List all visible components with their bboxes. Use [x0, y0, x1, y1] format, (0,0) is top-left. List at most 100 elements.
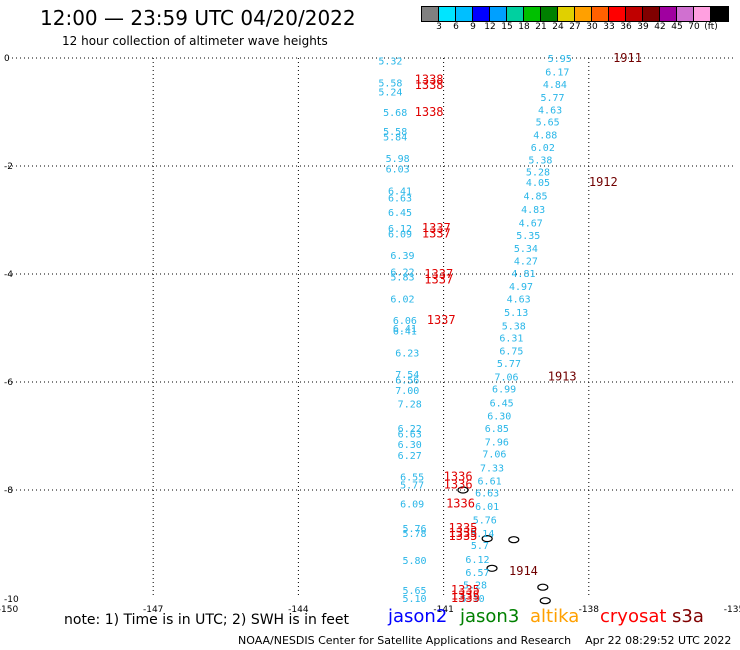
time-label: 1337 — [422, 227, 451, 241]
satellite-label: jason2 — [388, 606, 448, 627]
swh-label: 7.28 — [398, 400, 422, 411]
swh-label: 4.84 — [543, 80, 567, 91]
footer-note: note: 1) Time is in UTC; 2) SWH is in fe… — [64, 612, 350, 628]
swh-label: 5.14 — [470, 529, 494, 540]
island-outline — [486, 564, 498, 572]
swh-label: 6.27 — [398, 451, 422, 462]
swh-label: 5.24 — [378, 87, 402, 98]
x-tick-label: -141 — [433, 605, 453, 615]
swh-label: 5.65 — [536, 118, 560, 129]
swh-label: 6.41 — [393, 324, 417, 335]
swh-label: 7.96 — [485, 437, 509, 448]
colorbar-label: 42 — [654, 22, 666, 32]
colorbar-swatch — [677, 7, 694, 21]
swh-label: 7.06 — [482, 449, 506, 460]
y-tick-label: -6 — [4, 378, 13, 388]
swh-label: 6.39 — [390, 251, 414, 262]
map-subtitle: 12 hour collection of altimeter wave hei… — [62, 34, 328, 48]
time-label: 1338 — [415, 73, 444, 87]
time-label: 1335 — [449, 526, 478, 540]
swh-label: 6.09 — [388, 230, 412, 241]
time-label: 1336 — [444, 470, 473, 484]
swh-label: 6.99 — [492, 384, 516, 395]
colorbar-swatch — [609, 7, 626, 21]
swh-label: 6.63 — [398, 429, 422, 440]
swh-label: 5.13 — [504, 308, 528, 319]
swh-label: 5.28 — [526, 167, 550, 178]
colorbar-label: 9 — [470, 22, 476, 32]
x-tick-label: -138 — [579, 605, 600, 615]
swh-label: 6.02 — [531, 143, 555, 154]
swh-label: 5.58 — [378, 78, 402, 89]
swh-label: 5.77 — [400, 481, 424, 492]
colorbar-label: 27 — [569, 22, 581, 32]
swh-label: 5.7 — [471, 541, 489, 552]
swh-label: 6.17 — [545, 68, 569, 79]
time-label: 1336 — [444, 478, 473, 492]
island-outline — [537, 583, 549, 591]
swh-label: 4.27 — [514, 257, 538, 268]
swh-label: 5.28 — [463, 581, 487, 592]
island-outline — [481, 534, 493, 543]
swh-label: 6.23 — [395, 348, 419, 359]
colorbar-swatch — [694, 7, 711, 21]
swh-label: 6.22 — [390, 267, 414, 278]
swh-label: 4.81 — [511, 269, 535, 280]
swh-label: 5.38 — [528, 156, 552, 167]
swh-label: 4.63 — [507, 294, 531, 305]
swh-label: 5.35 — [516, 231, 540, 242]
colorbar-label: 30 — [586, 22, 598, 32]
swh-label: 5.10 — [461, 594, 485, 605]
swh-label: 5.32 — [378, 57, 402, 68]
x-tick-label: -144 — [288, 605, 309, 615]
colorbar-swatch — [524, 7, 541, 21]
time-label: 1337 — [422, 221, 451, 235]
swh-label: 7.06 — [494, 373, 518, 384]
swh-label: 6.41 — [393, 327, 417, 338]
colorbar-label: 24 — [552, 22, 564, 32]
swh-label: 6.45 — [388, 208, 412, 219]
time-label: 1337 — [424, 272, 453, 286]
swh-label: 5.10 — [403, 594, 427, 605]
time-label: 1337 — [424, 267, 453, 281]
colorbar-swatch — [473, 7, 490, 21]
y-tick-label: 0 — [4, 54, 10, 64]
x-tick-label: -150 — [0, 605, 18, 615]
swh-label: 5.98 — [386, 154, 410, 165]
colorbar-swatch — [558, 7, 575, 21]
colorbar-label: 3 — [436, 22, 442, 32]
swh-label: 5.77 — [497, 359, 521, 370]
swh-label: 5.65 — [403, 586, 427, 597]
swh-label: 4.83 — [521, 205, 545, 216]
swh-label: 4.05 — [526, 178, 550, 189]
x-tick-label: -147 — [143, 605, 163, 615]
swh-label: 6.12 — [465, 555, 489, 566]
island-outline — [508, 536, 520, 544]
island-outline — [539, 597, 551, 605]
colorbar-label: 33 — [603, 22, 615, 32]
colorbar-swatch — [490, 7, 507, 21]
swh-label: 5.34 — [514, 244, 538, 255]
time-label: 1914 — [509, 564, 538, 578]
swh-label: 6.55 — [400, 473, 424, 484]
island-outline — [457, 486, 469, 494]
swh-label: 6.30 — [398, 440, 422, 451]
colorbar-swatch — [626, 7, 643, 21]
swh-label: 5.76 — [403, 524, 427, 535]
swh-label: 5.95 — [548, 54, 572, 65]
swh-label: 6.85 — [485, 424, 509, 435]
colorbar-label: 45 — [671, 22, 683, 32]
time-label: 1338 — [415, 78, 444, 92]
time-label: 1913 — [548, 370, 577, 384]
time-label: 1335 — [449, 529, 478, 543]
swh-label: 5.80 — [403, 556, 427, 567]
time-label: 1336 — [446, 497, 475, 511]
time-label: 1337 — [427, 313, 456, 327]
swh-label: 7.00 — [395, 386, 419, 397]
colorbar-swatch — [592, 7, 609, 21]
map-title: 12:00 — 23:59 UTC 04/20/2022 — [40, 6, 356, 30]
swh-label: 6.09 — [400, 500, 424, 511]
satellite-label: cryosat — [600, 606, 667, 627]
swh-label: 4.85 — [524, 192, 548, 203]
